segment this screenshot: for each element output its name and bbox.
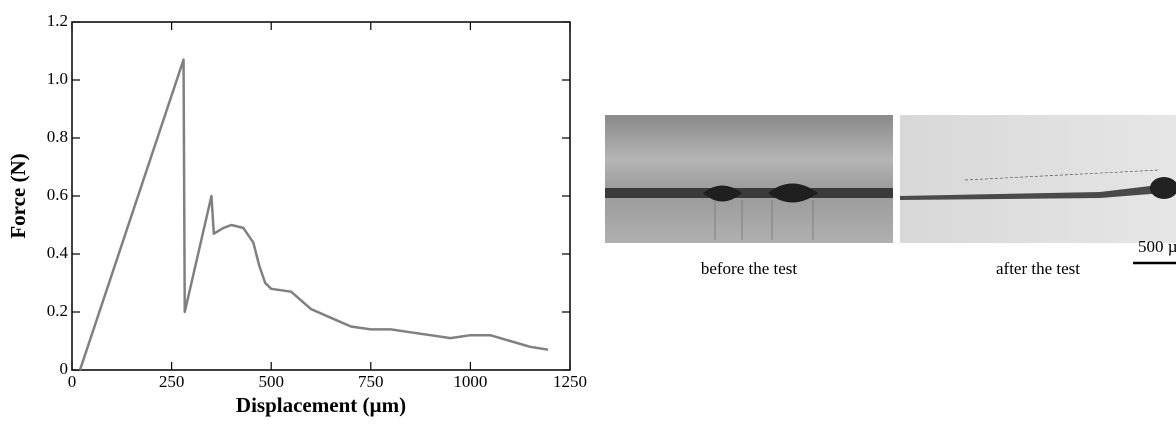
x-tick-label: 250 (159, 372, 185, 391)
y-tick-label: 0.8 (47, 127, 68, 146)
image-before (605, 115, 893, 243)
y-axis-title: Force (N) (6, 153, 30, 238)
x-tick-label: 750 (358, 372, 384, 391)
image-after (900, 115, 1176, 265)
x-tick-label: 0 (68, 372, 77, 391)
caption: after the test (996, 259, 1080, 278)
plot-frame (71, 21, 571, 371)
x-tick-label: 500 (258, 372, 284, 391)
x-tick-label: 1250 (553, 372, 587, 391)
y-tick-label: 0.6 (47, 185, 68, 204)
x-tick-label: 1000 (453, 372, 487, 391)
y-tick-label: 1.2 (47, 11, 68, 30)
data-line (78, 58, 549, 371)
caption: before the test (701, 259, 798, 278)
y-tick-label: 1.0 (47, 69, 68, 88)
y-tick-label: 0.2 (47, 301, 68, 320)
y-tick-label: 0 (60, 359, 69, 378)
x-axis-title: Displacement (µm) (236, 393, 406, 417)
scale-bar-label: 500 µm (1138, 237, 1176, 256)
y-tick-label: 0.4 (47, 243, 69, 262)
